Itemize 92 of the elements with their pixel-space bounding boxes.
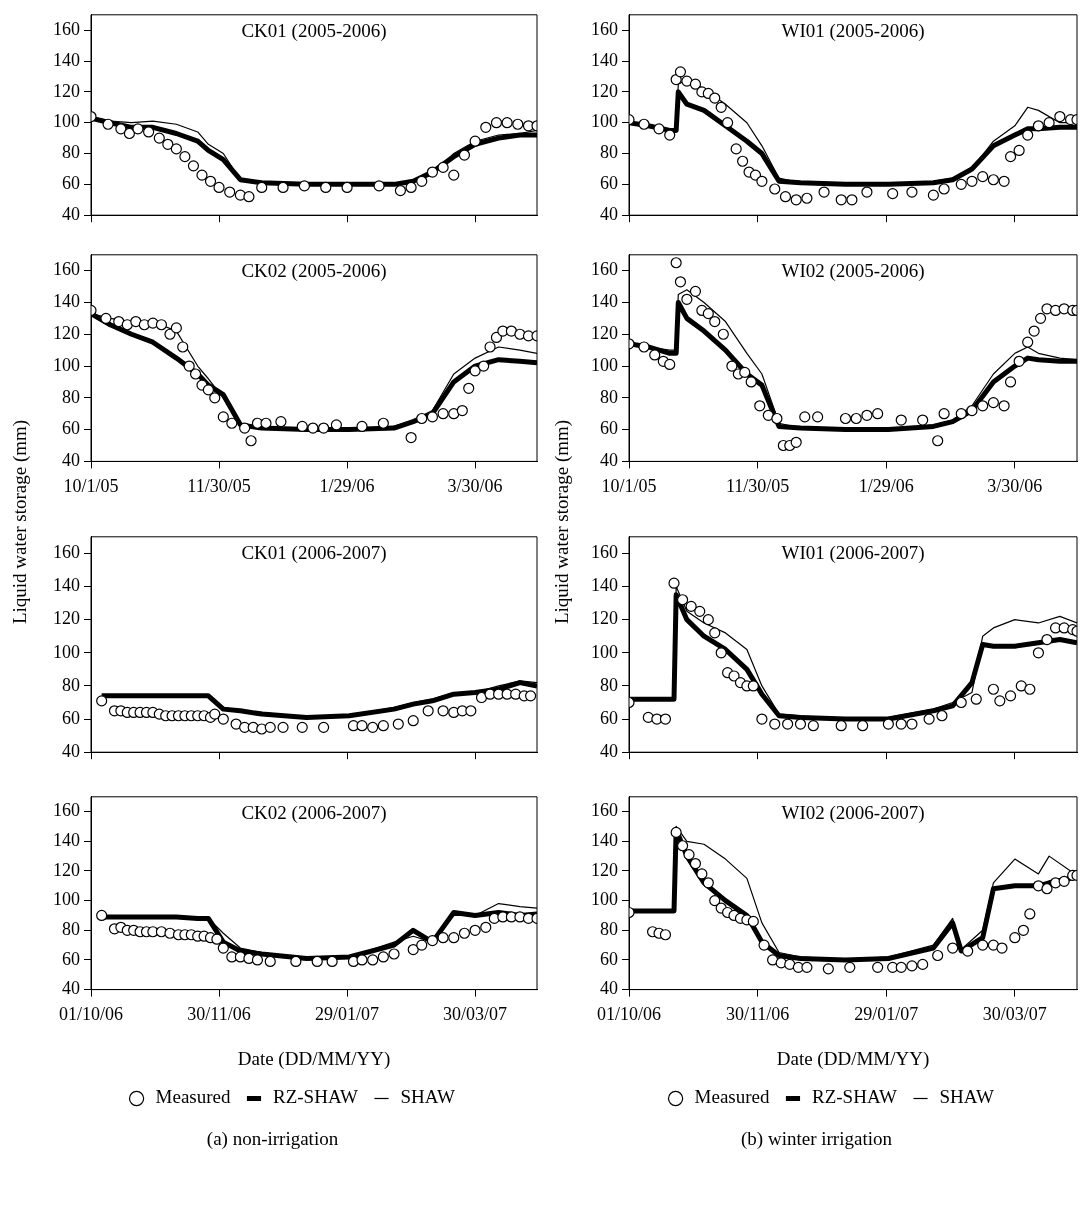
y-tick-label: 60 <box>62 948 80 969</box>
y-tick-label: 160 <box>591 800 618 821</box>
text: (a) non-irrigation <box>205 1128 340 1150</box>
y-tick-label: 160 <box>53 259 80 280</box>
y-tick-label: 160 <box>53 18 80 39</box>
y-tick-label: 60 <box>600 418 618 439</box>
y-tick-label: 40 <box>62 978 80 999</box>
y-tick-label: 80 <box>62 674 80 695</box>
chart-title: WI01 (2006-2007) <box>781 542 925 565</box>
y-tick-label: 60 <box>62 173 80 194</box>
y-tick-label: 60 <box>600 707 618 728</box>
y-tick-label: 60 <box>600 173 618 194</box>
legend-label: SHAW <box>400 1086 455 1108</box>
y-axis-title: Liquid water storage (mm) <box>551 419 573 625</box>
y-tick-label: 40 <box>600 203 618 224</box>
y-tick-label: 100 <box>591 111 618 132</box>
chart-title: CK02 (2005-2006) <box>241 260 387 283</box>
y-tick-label: 40 <box>600 978 618 999</box>
y-tick-label: 140 <box>53 49 80 70</box>
y-tick-label: 100 <box>591 354 618 375</box>
y-tick-label: 140 <box>591 830 618 851</box>
text: (b) winter irrigation <box>740 1128 893 1150</box>
x-axis-title: Date (DD/MM/YY) <box>776 1047 930 1070</box>
y-tick-label: 140 <box>591 291 618 312</box>
chart-title: WI01 (2005-2006) <box>781 20 925 43</box>
y-tick-label: 120 <box>591 323 618 343</box>
y-tick-label: 120 <box>591 80 618 101</box>
y-tick-label: 160 <box>53 542 80 563</box>
y-tick-label: 120 <box>53 323 80 343</box>
x-tick-label: 30/11/06 <box>725 1004 790 1025</box>
y-tick-label: 160 <box>591 542 618 563</box>
y-tick-label: 60 <box>600 948 618 969</box>
chart-title: CK01 (2006-2007) <box>241 542 387 565</box>
y-tick-label: 80 <box>600 142 618 163</box>
y-tick-label: 160 <box>53 800 80 821</box>
legend-label: RZ-SHAW <box>811 1086 898 1108</box>
y-tick-label: 80 <box>62 142 80 163</box>
y-tick-label: 120 <box>53 80 80 101</box>
x-tick-label: 01/10/06 <box>596 1004 662 1025</box>
y-tick-label: 80 <box>62 919 80 940</box>
y-tick-label: 140 <box>591 49 618 70</box>
chart-title: CK02 (2006-2007) <box>241 802 387 825</box>
x-tick-label: 10/1/05 <box>63 475 119 496</box>
x-tick-label: 1/29/06 <box>319 475 375 496</box>
legend-label: RZ-SHAW <box>272 1086 359 1108</box>
x-tick-label: 29/01/07 <box>315 1004 380 1025</box>
x-tick-label: 30/03/07 <box>982 1004 1047 1025</box>
y-tick-label: 100 <box>591 641 618 662</box>
y-tick-label: 100 <box>53 641 80 662</box>
x-tick-label: 01/10/06 <box>58 1004 124 1025</box>
y-tick-label: 140 <box>53 575 80 596</box>
y-axis-title: Liquid water storage (mm) <box>9 419 31 625</box>
y-tick-label: 120 <box>591 608 618 629</box>
y-tick-label: 120 <box>53 859 80 880</box>
legend-label: Measured <box>694 1086 770 1108</box>
y-tick-label: 100 <box>53 889 80 910</box>
y-tick-label: 40 <box>62 450 80 471</box>
x-tick-label: 1/29/06 <box>858 475 914 496</box>
y-tick-label: 40 <box>600 740 618 761</box>
y-tick-label: 140 <box>53 291 80 312</box>
y-tick-label: 40 <box>600 450 618 471</box>
x-tick-label: 29/01/07 <box>854 1004 919 1025</box>
y-tick-label: 80 <box>600 386 618 407</box>
chart-title: WI02 (2006-2007) <box>781 802 925 825</box>
y-tick-label: 40 <box>62 203 80 224</box>
y-tick-label: 60 <box>62 418 80 439</box>
y-tick-label: 140 <box>53 830 80 851</box>
y-tick-label: 100 <box>53 354 80 375</box>
y-tick-label: 140 <box>591 575 618 596</box>
x-tick-label: 10/1/05 <box>601 475 657 496</box>
y-tick-label: 120 <box>53 608 80 629</box>
chart-title: WI02 (2005-2006) <box>781 260 925 283</box>
x-axis-title: Date (DD/MM/YY) <box>237 1047 391 1070</box>
x-tick-label: 11/30/05 <box>725 475 790 496</box>
y-tick-label: 100 <box>53 111 80 132</box>
y-tick-label: 120 <box>591 859 618 880</box>
x-tick-label: 11/30/05 <box>187 475 251 496</box>
x-tick-label: 3/30/06 <box>447 475 503 496</box>
chart-title: CK01 (2005-2006) <box>241 20 387 43</box>
y-tick-label: 80 <box>600 919 618 940</box>
y-tick-label: 60 <box>62 707 80 728</box>
y-tick-label: 160 <box>591 259 618 280</box>
x-tick-label: 30/03/07 <box>443 1004 508 1025</box>
y-tick-label: 100 <box>591 889 618 910</box>
y-tick-label: 80 <box>62 386 80 407</box>
legend-label: Measured <box>155 1086 231 1108</box>
x-tick-label: 30/11/06 <box>187 1004 251 1025</box>
y-tick-label: 160 <box>591 18 618 39</box>
y-tick-label: 80 <box>600 674 618 695</box>
y-tick-label: 40 <box>62 740 80 761</box>
legend-label: SHAW <box>939 1086 994 1108</box>
x-tick-label: 3/30/06 <box>987 475 1043 496</box>
